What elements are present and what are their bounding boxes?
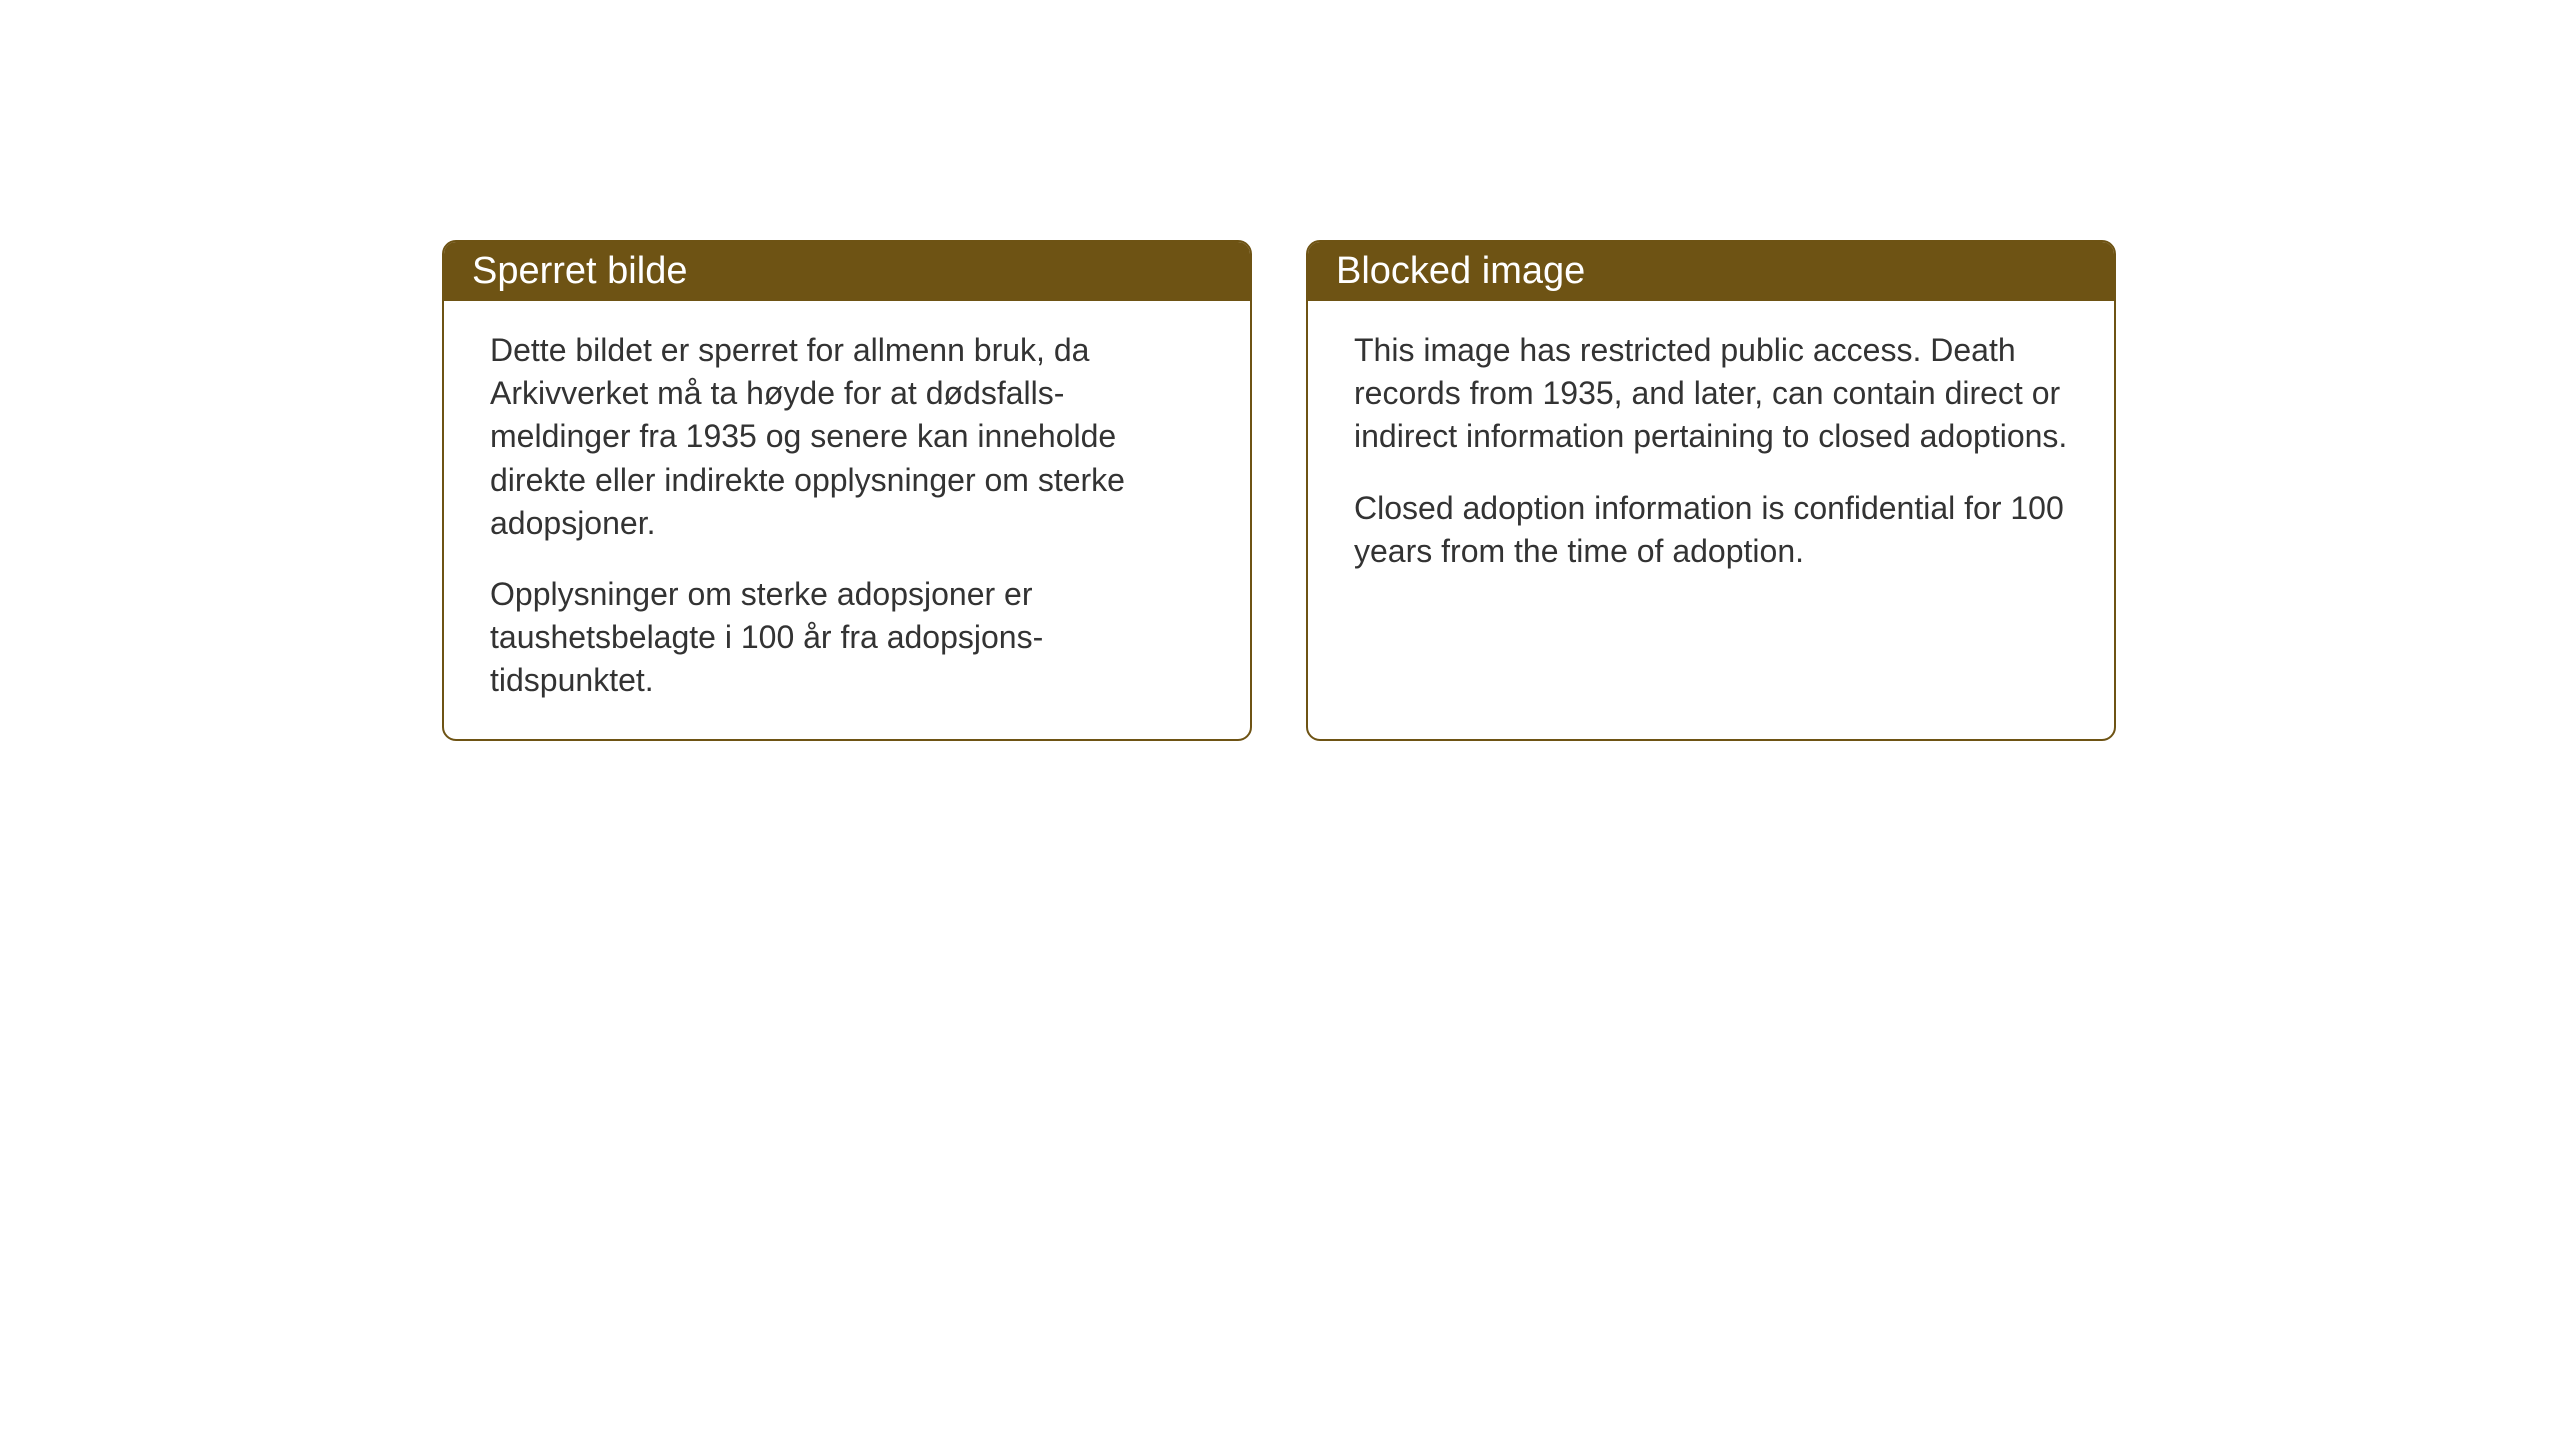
notice-para2-norwegian: Opplysninger om sterke adopsjoner er tau… <box>490 573 1204 703</box>
notice-para1-norwegian: Dette bildet er sperret for allmenn bruk… <box>490 329 1204 545</box>
notice-header-norwegian: Sperret bilde <box>444 242 1250 301</box>
notice-body-english: This image has restricted public access.… <box>1308 301 2114 609</box>
notice-header-english: Blocked image <box>1308 242 2114 301</box>
notice-title-norwegian: Sperret bilde <box>472 250 687 292</box>
notice-container: Sperret bilde Dette bildet er sperret fo… <box>442 240 2116 741</box>
notice-box-norwegian: Sperret bilde Dette bildet er sperret fo… <box>442 240 1252 741</box>
notice-box-english: Blocked image This image has restricted … <box>1306 240 2116 741</box>
notice-para1-english: This image has restricted public access.… <box>1354 329 2068 459</box>
notice-para2-english: Closed adoption information is confident… <box>1354 487 2068 573</box>
notice-body-norwegian: Dette bildet er sperret for allmenn bruk… <box>444 301 1250 739</box>
notice-title-english: Blocked image <box>1336 250 1585 292</box>
